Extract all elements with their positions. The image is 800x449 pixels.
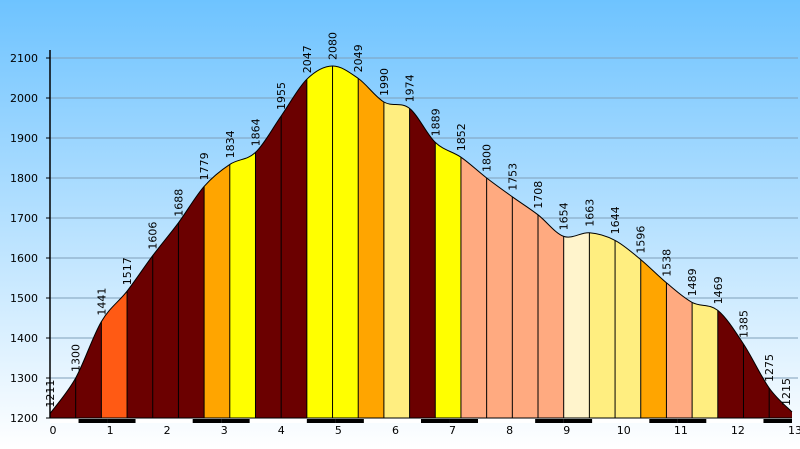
elevation-value-label: 1469 <box>712 276 725 304</box>
elevation-value-label: 1955 <box>275 82 288 110</box>
y-tick-label: 2100 <box>10 52 38 65</box>
tick-labels: 1200130014001500160017001800190020002100… <box>10 52 800 437</box>
elevation-value-label: 1300 <box>70 344 83 372</box>
elevation-value-label: 1663 <box>583 199 596 227</box>
elevation-value-label: 1654 <box>558 202 571 230</box>
elevation-value-label: 1889 <box>429 108 442 136</box>
x-tick-label: 13 <box>788 424 800 437</box>
scale-bar-segment <box>392 419 421 423</box>
elevation-value-label: 2047 <box>301 45 314 73</box>
profile-segment <box>332 65 359 418</box>
elevation-value-label: 1708 <box>532 181 545 209</box>
scale-bar-segment <box>449 419 479 423</box>
elevation-value-label: 2080 <box>327 32 340 60</box>
scale-bar-segment <box>563 419 593 423</box>
x-tick-label: 4 <box>278 424 285 437</box>
y-tick-label: 1800 <box>10 172 38 185</box>
value-labels: 1211 1300 1441 1517 1606 1688 1779 1834 1864 1955… <box>44 32 793 408</box>
scale-bar-segment <box>221 419 250 423</box>
x-tick-label: 7 <box>449 424 456 437</box>
elevation-value-label: 1834 <box>224 130 237 158</box>
y-tick-label: 1300 <box>10 372 38 385</box>
x-tick-label: 1 <box>107 424 114 437</box>
x-tick-label: 3 <box>221 424 228 437</box>
elevation-value-label: 1489 <box>686 268 699 296</box>
x-tick-label: 10 <box>617 424 631 437</box>
elevation-value-label: 1596 <box>635 226 648 254</box>
profile-segment <box>306 65 333 418</box>
profile-segment <box>383 65 410 418</box>
x-tick-label: 0 <box>50 424 57 437</box>
scale-bar-segment <box>78 419 108 423</box>
x-tick-label: 6 <box>392 424 399 437</box>
x-tick-label: 5 <box>335 424 342 437</box>
scale-bar-segment <box>249 419 279 423</box>
scale-bar-segment <box>164 419 193 423</box>
y-tick-label: 2000 <box>10 92 38 105</box>
y-tick-label: 1900 <box>10 132 38 145</box>
scale-bar-segment <box>506 419 536 423</box>
scale-bar-segment <box>649 419 678 423</box>
x-tick-label: 11 <box>674 424 688 437</box>
profile-outline <box>49 65 793 414</box>
profile-segment <box>358 65 384 418</box>
scale-bar-segment <box>107 419 136 423</box>
scale-bar-segment <box>363 419 393 423</box>
y-tick-label: 1600 <box>10 252 38 265</box>
scale-bar-segment <box>535 419 564 423</box>
profile-segment <box>281 65 307 418</box>
x-tick-label: 9 <box>563 424 570 437</box>
elevation-value-label: 1864 <box>249 118 262 146</box>
elevation-value-label: 1852 <box>455 123 468 151</box>
elevation-value-label: 1779 <box>198 152 211 180</box>
elevation-value-label: 1385 <box>737 310 750 338</box>
x-tick-label: 12 <box>731 424 745 437</box>
elevation-value-label: 1517 <box>121 257 134 285</box>
elevation-value-label: 1441 <box>95 288 108 316</box>
elevation-value-label: 1215 <box>780 378 793 406</box>
x-tick-label: 8 <box>506 424 513 437</box>
scale-bar-segment <box>592 419 621 423</box>
scale-bar-segment <box>763 419 792 423</box>
elevation-value-label: 1800 <box>481 144 494 172</box>
elevation-value-label: 1753 <box>506 163 519 191</box>
elevation-value-label: 1974 <box>404 74 417 102</box>
scale-bar-segment <box>478 419 507 423</box>
scale-bar-segment <box>306 419 336 423</box>
scale-bar-segment <box>620 419 650 423</box>
elevation-value-label: 1644 <box>609 206 622 234</box>
elevation-value-label: 1211 <box>44 380 57 408</box>
y-tick-label: 1700 <box>10 212 38 225</box>
elevation-value-label: 1606 <box>147 222 160 250</box>
elevation-value-label: 1538 <box>660 249 673 277</box>
scale-bar-segment <box>50 419 79 423</box>
y-tick-label: 1200 <box>10 412 38 425</box>
scale-bar-segment <box>135 419 165 423</box>
elevation-value-label: 1275 <box>763 354 776 382</box>
scale-bar-segment <box>421 419 450 423</box>
elevation-value-label: 2049 <box>352 44 365 72</box>
elevation-value-label: 1688 <box>172 189 185 217</box>
scale-bar-segment <box>278 419 307 423</box>
scale-bar-segment <box>734 419 764 423</box>
x-tick-label: 2 <box>164 424 171 437</box>
axes <box>49 50 792 423</box>
elevation-value-label: 1990 <box>378 68 391 96</box>
scale-bar-segment <box>192 419 222 423</box>
scale-bar-segment <box>335 419 364 423</box>
scale-bar-segment <box>706 419 735 423</box>
y-tick-label: 1500 <box>10 292 38 305</box>
y-tick-label: 1400 <box>10 332 38 345</box>
scale-bar-segment <box>677 419 707 423</box>
